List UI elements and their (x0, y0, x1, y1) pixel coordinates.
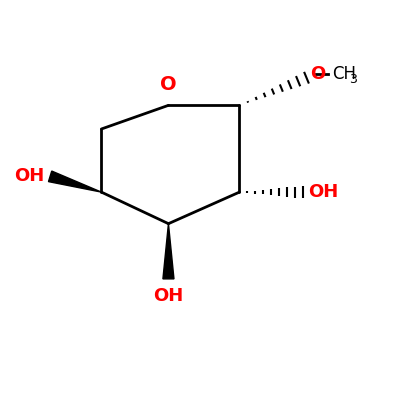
Text: OH: OH (14, 167, 44, 185)
Polygon shape (48, 171, 101, 192)
Text: CH: CH (332, 65, 356, 83)
Text: 3: 3 (349, 73, 356, 86)
Text: OH: OH (308, 183, 339, 201)
Text: OH: OH (153, 287, 184, 305)
Polygon shape (163, 224, 174, 279)
Text: O: O (160, 74, 177, 94)
Text: O: O (310, 65, 326, 83)
